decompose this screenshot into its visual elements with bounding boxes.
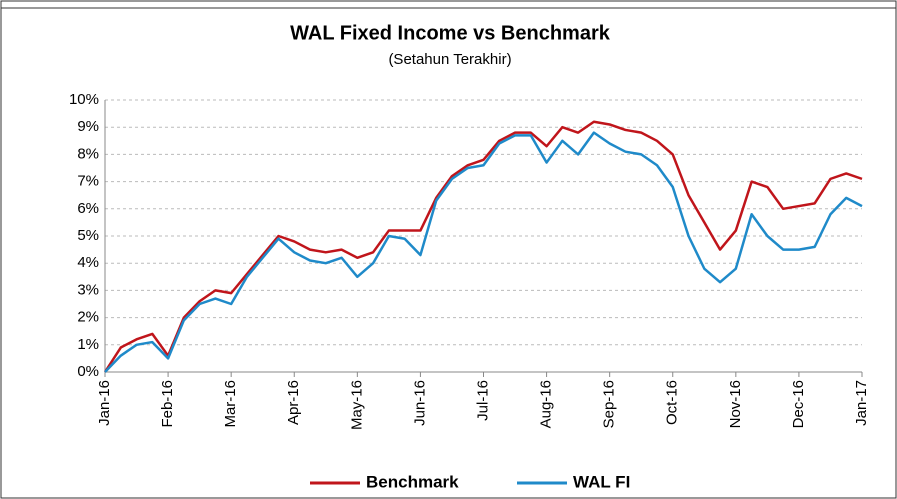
x-tick-label: Apr-16 — [285, 380, 302, 425]
x-tick-label: May-16 — [348, 380, 365, 430]
series-line — [104, 131, 863, 373]
x-tick-label: Feb-16 — [159, 380, 176, 428]
series-line — [103, 120, 863, 373]
x-tick-label: Jan-16 — [96, 380, 113, 426]
x-tick-label: Jun-16 — [411, 380, 428, 426]
x-tick-label: Aug-16 — [538, 380, 555, 428]
x-tick-label: Nov-16 — [727, 380, 744, 428]
y-tick-label: 10% — [69, 91, 99, 108]
y-tick-label: 7% — [77, 173, 99, 190]
legend-label: WAL FI — [573, 472, 630, 491]
x-tick-label: Jul-16 — [474, 380, 491, 421]
x-tick-label: Dec-16 — [790, 380, 807, 428]
legend-label: Benchmark — [366, 472, 459, 491]
chart-subtitle: (Setahun Terakhir) — [388, 51, 511, 68]
y-tick-label: 0% — [77, 363, 99, 380]
x-tick-label: Sep-16 — [601, 380, 618, 428]
y-tick-label: 4% — [77, 254, 99, 271]
y-tick-label: 5% — [77, 227, 99, 244]
y-tick-label: 8% — [77, 145, 99, 162]
x-tick-label: Oct-16 — [664, 380, 681, 425]
y-tick-label: 1% — [77, 336, 99, 353]
chart-title: WAL Fixed Income vs Benchmark — [290, 22, 611, 44]
x-tick-label: Jan-17 — [853, 380, 870, 426]
y-tick-label: 6% — [77, 200, 99, 217]
y-tick-label: 2% — [77, 309, 99, 326]
y-tick-label: 9% — [77, 118, 99, 135]
y-tick-label: 3% — [77, 281, 99, 298]
x-tick-label: Mar-16 — [222, 380, 239, 428]
